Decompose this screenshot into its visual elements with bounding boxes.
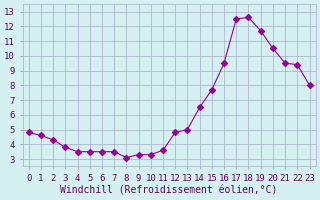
X-axis label: Windchill (Refroidissement éolien,°C): Windchill (Refroidissement éolien,°C) xyxy=(60,186,278,196)
